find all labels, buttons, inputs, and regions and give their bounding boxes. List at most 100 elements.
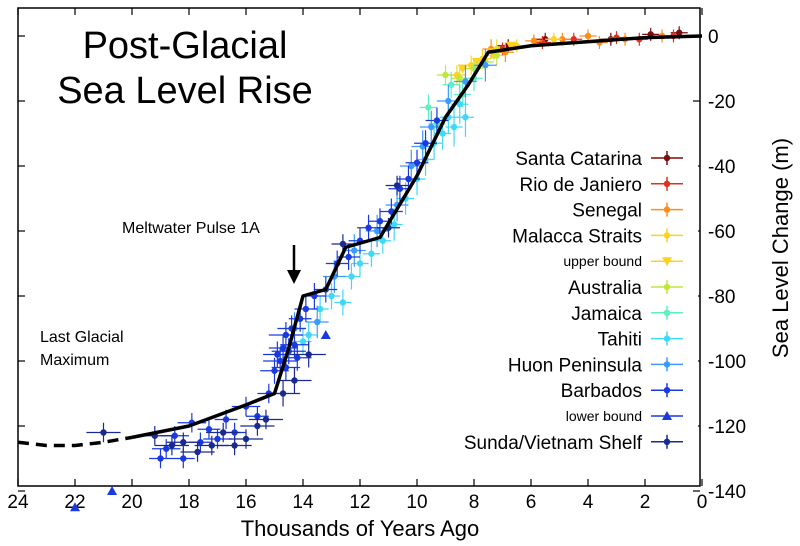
legend-marker: [663, 154, 671, 162]
x-tick-label: 4: [583, 492, 594, 513]
data-point: [220, 429, 227, 436]
legend-marker: [663, 309, 671, 316]
data-point: [316, 305, 324, 313]
legend-marker: [663, 206, 671, 213]
data-point: [530, 37, 538, 45]
x-tick-label: 0: [697, 492, 708, 513]
data-point: [345, 253, 352, 261]
data-point: [274, 351, 281, 358]
y-tick-label: -60: [708, 222, 735, 243]
data-point: [282, 331, 290, 339]
x-tick-labels: 242220181614121086420: [7, 492, 707, 513]
legend-label: Rio de Janiero: [519, 175, 642, 196]
data-point: [442, 71, 449, 79]
legend-item-lower-bound: lower bound: [566, 408, 683, 424]
data-point: [365, 224, 372, 231]
legend-marker: [663, 283, 671, 291]
legend-marker: [663, 387, 671, 394]
legend-marker: [663, 180, 671, 187]
legend-item-malacca-straits: Malacca Straits: [512, 226, 683, 247]
data-point: [422, 140, 429, 147]
data-point: [262, 416, 270, 423]
data-point: [373, 227, 381, 235]
y-tick-label: -20: [708, 92, 735, 113]
x-tick-label: 12: [349, 492, 370, 513]
data-point: [439, 130, 446, 137]
legend-marker: [663, 232, 671, 239]
legend-item-senegal: Senegal: [572, 201, 683, 222]
legend-marker: [663, 335, 671, 342]
y-tick-label: -40: [708, 157, 735, 178]
data-point: [482, 62, 489, 69]
legend-label: Malacca Straits: [512, 226, 642, 247]
data-point: [205, 426, 213, 433]
data-point: [305, 351, 312, 358]
x-tick-label: 16: [235, 492, 256, 513]
legend-item-rio-de-janiero: Rio de Janiero: [519, 175, 683, 196]
data-point: [356, 260, 364, 267]
data-point: [320, 330, 331, 339]
legend-marker: [663, 361, 671, 368]
data-point: [242, 435, 250, 443]
legend-item-santa-catarina: Santa Catarina: [515, 149, 683, 170]
data-point: [550, 36, 557, 43]
legend-item-huon-peninsula: Huon Peninsula: [508, 355, 683, 376]
data-point: [100, 429, 107, 436]
data-point: [425, 104, 432, 111]
trend-line: [17, 34, 703, 448]
data-point: [393, 182, 401, 189]
data-point: [70, 502, 80, 512]
data-point: [294, 354, 301, 361]
data-point: [222, 416, 230, 423]
data-point: [157, 455, 164, 462]
data-point: [271, 367, 278, 374]
data-point: [279, 390, 287, 397]
data-point: [506, 41, 517, 51]
legend-label: Sunda/Vietnam Shelf: [464, 433, 643, 454]
annotation-last-glacial-line-1: Last Glacial: [40, 329, 124, 346]
legend-label: upper bound: [563, 253, 642, 269]
series-lower-bound: [70, 330, 331, 512]
data-point: [208, 442, 215, 449]
legend-item-jamaica: Jamaica: [571, 304, 683, 325]
data-point: [254, 422, 261, 430]
data-point: [214, 435, 221, 443]
y-tick-label: -80: [708, 287, 735, 308]
data-point: [408, 162, 415, 170]
data-point: [171, 432, 178, 439]
chart-title-line-2: Sea Level Rise: [57, 70, 313, 112]
y-tick-label: 0: [708, 27, 719, 48]
chart-title-line-1: Post-Glacial: [83, 25, 288, 67]
data-point: [180, 439, 187, 446]
x-tick-label: 6: [526, 492, 537, 513]
annotation-meltwater-pulse: Meltwater Pulse 1A: [122, 220, 260, 237]
y-axis-title: Sea Level Change (m): [768, 138, 793, 358]
legend-label: Tahiti: [598, 330, 642, 351]
data-point: [433, 117, 441, 124]
data-point: [107, 486, 118, 495]
series-sunda-vietnam-shelf: [86, 175, 409, 462]
data-point: [584, 32, 592, 40]
data-point: [194, 448, 201, 456]
x-tick-label: 14: [292, 492, 314, 513]
data-point: [676, 29, 683, 36]
x-tick-label: 8: [469, 492, 480, 513]
y-tick-label: -120: [708, 417, 746, 438]
annotation-arrow: [287, 245, 301, 284]
x-tick-label: 2: [640, 492, 651, 513]
trend-dashed: [17, 435, 133, 448]
data-point: [168, 442, 176, 449]
trend-solid: [131, 34, 703, 440]
legend-label: Australia: [568, 278, 642, 299]
legend-item-upper-bound: upper bound: [563, 253, 683, 269]
x-tick-label: 10: [406, 492, 427, 513]
data-point: [456, 75, 463, 82]
x-axis-title: Thousands of Years Ago: [241, 516, 480, 541]
data-point: [231, 442, 238, 449]
data-point: [339, 240, 347, 248]
legend-label: Senegal: [572, 201, 642, 222]
x-tick-label: 20: [121, 492, 142, 513]
y-tick-label: -100: [708, 352, 746, 373]
data-point: [180, 455, 187, 462]
